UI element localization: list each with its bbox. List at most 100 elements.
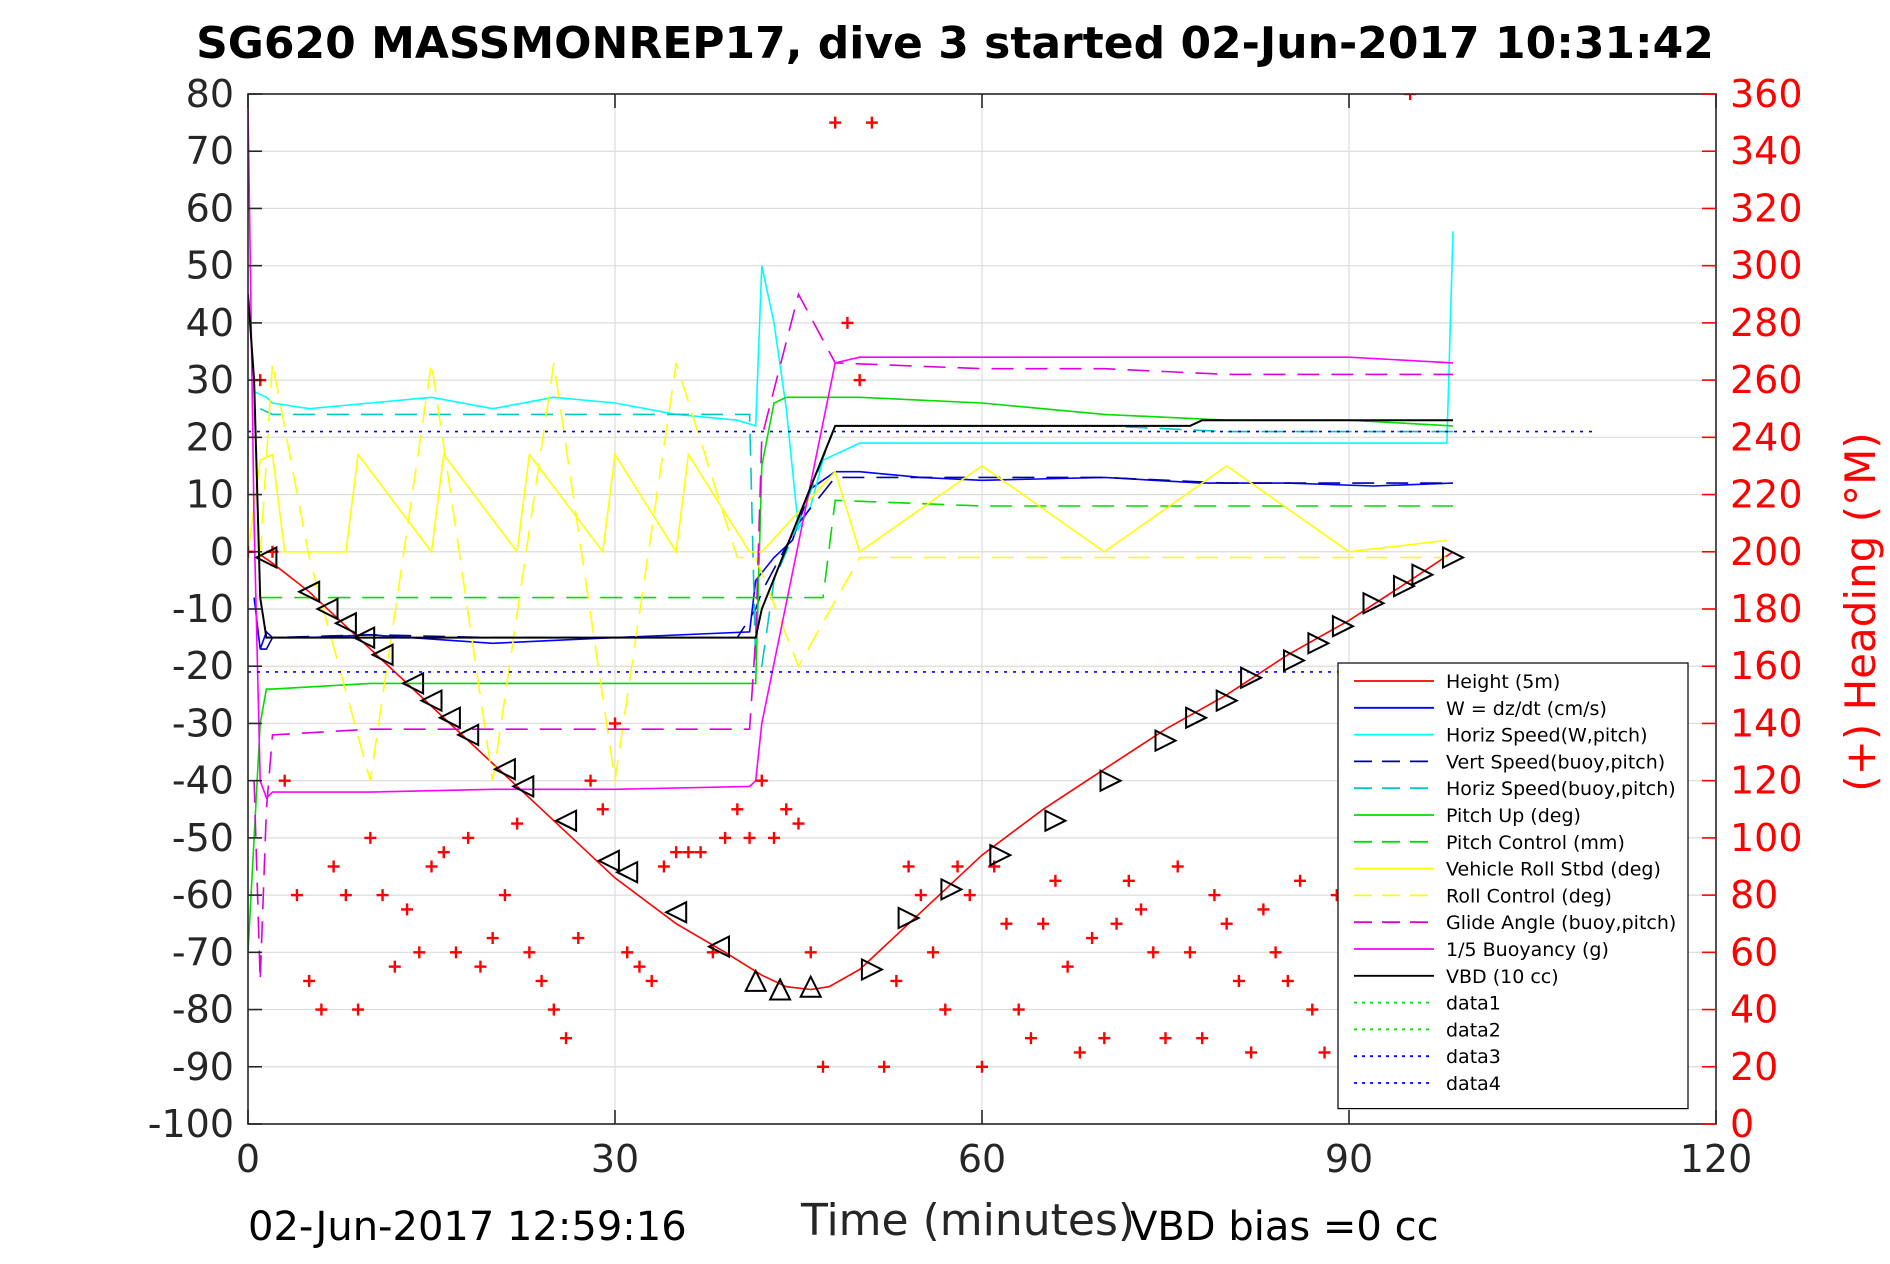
heading-point (572, 932, 585, 945)
ascent-marker (1215, 688, 1239, 713)
legend-item: Pitch Up (deg) (1354, 805, 1581, 827)
heading-point (755, 774, 768, 787)
descent-marker (254, 545, 278, 570)
x-tick-label: 90 (1325, 1137, 1373, 1181)
heading-point (1024, 1032, 1037, 1045)
heading-point (1086, 932, 1099, 945)
ascent-marker (1154, 728, 1178, 753)
ascent-marker (1411, 563, 1435, 587)
series-line (248, 396, 1454, 953)
descent-marker (492, 757, 516, 781)
heading-point (694, 846, 707, 859)
descent-marker (706, 934, 730, 959)
descent-marker (663, 900, 688, 924)
series-line (259, 407, 1453, 668)
y-tick-label: 50 (186, 244, 234, 288)
descent-marker (419, 688, 443, 713)
series-line (248, 452, 1447, 555)
heading-point (878, 1060, 891, 1073)
descent-marker (370, 643, 394, 667)
heading-point (449, 946, 462, 959)
heading-point (1183, 946, 1196, 959)
descent-marker (596, 849, 620, 873)
y-right-tick-label: 0 (1730, 1102, 1754, 1146)
legend-frame (1337, 662, 1689, 1110)
heading-point (1208, 889, 1221, 902)
ascent-marker (1331, 614, 1356, 638)
legend-label: Vehicle Roll Stbd (deg) (1446, 859, 1661, 881)
heading-point (376, 889, 389, 902)
series-line (253, 292, 1453, 981)
y-tick-label: -80 (172, 988, 234, 1032)
heading-point (902, 860, 915, 873)
heading-point (621, 946, 634, 959)
heading-point (1171, 860, 1184, 873)
series-line (253, 231, 1454, 532)
heading-point (731, 803, 744, 816)
legend-item: data2 (1354, 1019, 1501, 1041)
heading-point (547, 1003, 560, 1016)
heading-point (278, 774, 291, 787)
y-right-tick-label: 160 (1730, 644, 1803, 688)
legend-item: Height (5m) (1354, 671, 1560, 693)
heading-point (462, 831, 475, 844)
legend-label: data4 (1446, 1073, 1501, 1095)
legend-label: Vert Speed(buoy,pitch) (1446, 751, 1665, 773)
y-tick-label: -40 (172, 759, 234, 803)
y-tick-label: -50 (172, 816, 234, 860)
legend-label: Glide Angle (buoy,pitch) (1446, 912, 1676, 934)
legend-item: data4 (1354, 1073, 1501, 1095)
legend-label: data1 (1446, 993, 1501, 1015)
y-tick-label: -30 (172, 701, 234, 745)
plot-area: 0 30 60 90 12080706050403020100-10-20-30-40-… (148, 72, 1803, 1181)
ascent-marker (1362, 591, 1386, 615)
y-tick-label: 80 (186, 72, 234, 116)
y-tick-label: -20 (172, 644, 234, 688)
descent-marker (400, 671, 425, 696)
legend-label: Pitch Up (deg) (1446, 805, 1581, 827)
heading-point (401, 903, 414, 916)
descent-marker (437, 706, 461, 730)
legend-item: data1 (1354, 993, 1501, 1015)
heading-point (768, 831, 781, 844)
ascent-marker (989, 843, 1013, 867)
y-right-tick-label: 360 (1730, 72, 1803, 116)
heading-point (364, 831, 377, 844)
heading-point (1122, 874, 1135, 887)
y-right-tick-label: 200 (1730, 530, 1803, 574)
heading-point (804, 946, 817, 959)
ascent-marker (1185, 706, 1209, 730)
descent-marker (614, 860, 639, 884)
heading-point (853, 374, 866, 387)
heading-point (1098, 1032, 1111, 1045)
legend-item: VBD (10 cc) (1354, 966, 1559, 988)
heading-point (816, 1060, 829, 1073)
ascent-marker (1442, 545, 1466, 570)
ascent-marker (1283, 648, 1307, 673)
legend-item: Vert Speed(buoy,pitch) (1354, 751, 1665, 773)
heading-point (743, 831, 756, 844)
legend-label: Roll Control (deg) (1446, 885, 1612, 907)
heading-point (1000, 917, 1013, 930)
heading-point (474, 960, 487, 973)
heading-point (1037, 917, 1050, 930)
legend-item: W = dz/dt (cm/s) (1354, 698, 1607, 720)
y-tick-label: -60 (172, 873, 234, 917)
heading-point (523, 946, 536, 959)
heading-point (657, 860, 670, 873)
heading-point (339, 889, 352, 902)
heading-point (511, 817, 524, 830)
heading-point (1135, 903, 1148, 916)
ascent-marker (1307, 631, 1331, 655)
legend-label: VBD (10 cc) (1446, 966, 1559, 988)
heading-point (388, 960, 401, 973)
ascent-marker (1240, 666, 1264, 690)
heading-point (1269, 946, 1282, 959)
y-tick-label: -70 (172, 930, 234, 974)
y-tick-label: 0 (210, 530, 234, 574)
descent-marker (296, 580, 321, 604)
heading-point (914, 889, 927, 902)
heading-point (1110, 917, 1123, 930)
heading-point (1318, 1046, 1331, 1059)
y-right-tick-label: 180 (1730, 587, 1803, 631)
